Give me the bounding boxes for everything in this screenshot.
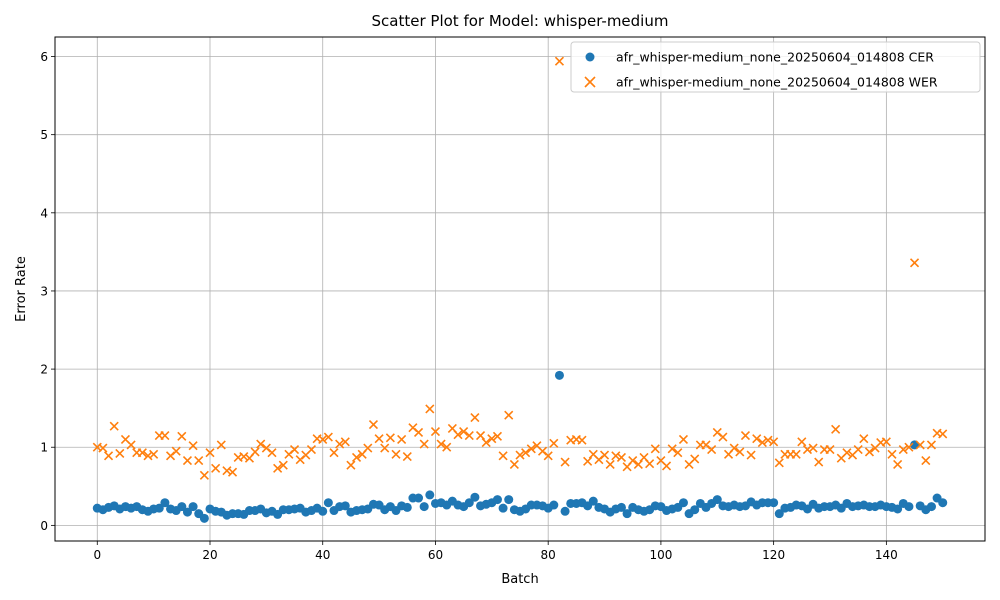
cer-point: [769, 498, 778, 507]
cer-point: [189, 502, 198, 511]
y-tick-label: 6: [40, 50, 48, 64]
cer-point: [549, 501, 558, 510]
x-tick-label: 20: [202, 548, 217, 562]
cer-point: [499, 504, 508, 513]
cer-point: [493, 495, 502, 504]
cer-point: [324, 498, 333, 507]
cer-point: [679, 498, 688, 507]
y-tick-label: 2: [40, 363, 48, 377]
cer-point: [504, 495, 513, 504]
cer-point: [561, 507, 570, 516]
cer-point: [425, 490, 434, 499]
y-tick-label: 5: [40, 128, 48, 142]
x-tick-label: 100: [649, 548, 672, 562]
cer-point: [927, 502, 936, 511]
y-tick-label: 0: [40, 519, 48, 533]
x-tick-label: 60: [428, 548, 443, 562]
chart-title: Scatter Plot for Model: whisper-medium: [372, 12, 669, 30]
x-tick-label: 0: [93, 548, 101, 562]
legend-marker-cer: [586, 53, 595, 62]
cer-point: [470, 493, 479, 502]
legend-label-cer: afr_whisper-medium_none_20250604_014808 …: [616, 50, 934, 65]
y-tick-label: 1: [40, 441, 48, 455]
cer-point: [904, 502, 913, 511]
cer-point: [414, 494, 423, 503]
y-tick-label: 3: [40, 284, 48, 298]
cer-point: [318, 507, 327, 516]
cer-point: [200, 514, 209, 523]
legend: afr_whisper-medium_none_20250604_014808 …: [571, 42, 980, 92]
x-tick-label: 140: [875, 548, 898, 562]
x-tick-label: 40: [315, 548, 330, 562]
x-tick-label: 120: [762, 548, 785, 562]
y-tick-label: 4: [40, 206, 48, 220]
x-axis-label: Batch: [501, 572, 538, 587]
cer-point: [938, 498, 947, 507]
cer-point: [555, 371, 564, 380]
x-tick-label: 80: [541, 548, 556, 562]
cer-point: [403, 503, 412, 512]
legend-label-wer: afr_whisper-medium_none_20250604_014808 …: [616, 75, 938, 90]
y-axis-label: Error Rate: [14, 256, 29, 322]
cer-point: [420, 502, 429, 511]
